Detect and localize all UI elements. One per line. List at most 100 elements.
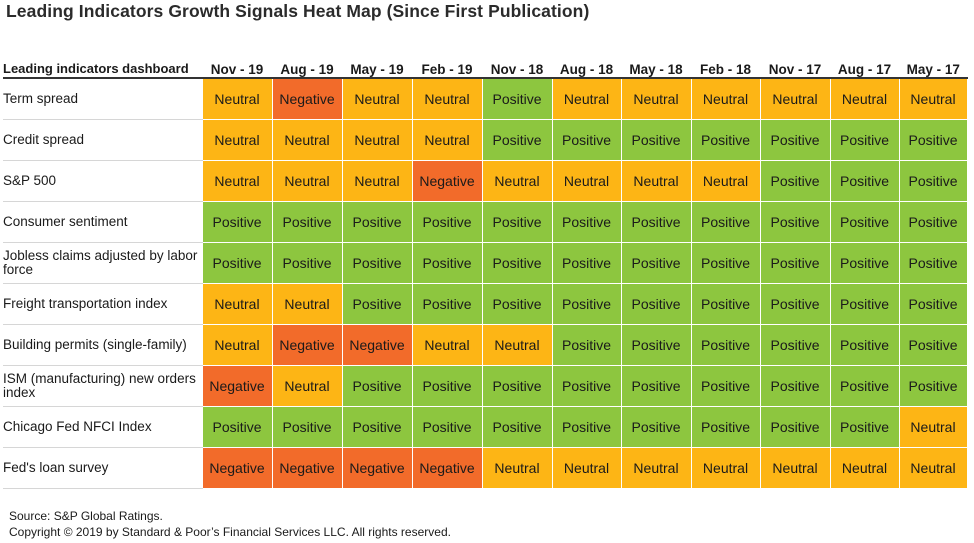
column-header: May - 18	[620, 34, 691, 79]
signal-cell: Neutral	[411, 77, 483, 120]
column-header: Feb - 19	[411, 34, 482, 79]
signal-cell: Positive	[620, 118, 692, 161]
column-header: May - 17	[898, 34, 967, 79]
signal-cell: Neutral	[551, 77, 622, 120]
signal-cell: Positive	[551, 323, 622, 366]
signal-cell: Positive	[481, 405, 553, 448]
signal-cell: Positive	[829, 241, 900, 284]
signal-cell: Neutral	[341, 159, 413, 202]
row-label: Jobless claims adjusted by labor force	[3, 242, 202, 284]
signal-cell: Negative	[271, 323, 343, 366]
signal-cell: Positive	[690, 282, 761, 325]
corner-label: Leading indicators dashboard	[3, 34, 202, 79]
column-header: Aug - 18	[551, 34, 621, 79]
signal-cell: Positive	[829, 282, 900, 325]
signal-cell: Positive	[551, 364, 622, 407]
signal-cell: Neutral	[551, 446, 622, 489]
signal-cell: Neutral	[690, 446, 761, 489]
signal-cell: Neutral	[551, 159, 622, 202]
signal-cell: Neutral	[481, 446, 553, 489]
signal-cell: Neutral	[481, 323, 553, 366]
signal-cell: Positive	[759, 241, 831, 284]
signal-cell: Negative	[201, 364, 273, 407]
signal-cell: Neutral	[341, 77, 413, 120]
table-row: ISM (manufacturing) new orders index Nega…	[3, 364, 968, 407]
column-header: Nov - 17	[759, 34, 830, 79]
signal-cell: Neutral	[690, 77, 761, 120]
signal-cell: Neutral	[690, 159, 761, 202]
signal-cell: Positive	[620, 241, 692, 284]
signal-cell: Positive	[341, 241, 413, 284]
footer: Source: S&P Global Ratings. Copyright © …	[9, 508, 451, 540]
signal-cell: Positive	[411, 282, 483, 325]
column-header: Nov - 18	[481, 34, 552, 79]
signal-cell: Negative	[271, 77, 343, 120]
signal-cell: Positive	[411, 200, 483, 243]
signal-cell: Positive	[620, 323, 692, 366]
signal-cell: Positive	[551, 200, 622, 243]
signal-cell: Neutral	[829, 446, 900, 489]
column-header: May - 19	[341, 34, 412, 79]
signal-cell: Positive	[829, 159, 900, 202]
signal-cell: Positive	[690, 323, 761, 366]
signal-cell: Neutral	[271, 159, 343, 202]
row-label: Term spread	[3, 78, 202, 120]
row-label: Building permits (single-family)	[3, 324, 202, 366]
signal-cell: Positive	[898, 241, 968, 284]
heat-map-body: Term spread Neutral Negative Neutral Neutral…	[3, 77, 968, 489]
signal-cell: Positive	[341, 282, 413, 325]
signal-cell: Positive	[271, 241, 343, 284]
signal-cell: Positive	[829, 200, 900, 243]
signal-cell: Positive	[690, 200, 761, 243]
signal-cell: Neutral	[759, 446, 831, 489]
signal-cell: Negative	[341, 446, 413, 489]
signal-cell: Negative	[271, 446, 343, 489]
signal-cell: Positive	[620, 282, 692, 325]
signal-cell: Neutral	[759, 77, 831, 120]
signal-cell: Positive	[201, 241, 273, 284]
signal-cell: Positive	[690, 364, 761, 407]
signal-cell: Positive	[690, 118, 761, 161]
table-row: Building permits (single-family) Neutral N…	[3, 323, 968, 366]
signal-cell: Positive	[759, 118, 831, 161]
signal-cell: Positive	[759, 364, 831, 407]
signal-cell: Neutral	[201, 118, 273, 161]
signal-cell: Negative	[341, 323, 413, 366]
signal-cell: Positive	[898, 364, 968, 407]
source-note: Source: S&P Global Ratings.	[9, 509, 163, 523]
row-label: Chicago Fed NFCI Index	[3, 406, 202, 448]
signal-cell: Neutral	[271, 364, 343, 407]
row-label: S&P 500	[3, 160, 202, 202]
signal-cell: Positive	[341, 405, 413, 448]
signal-cell: Positive	[759, 405, 831, 448]
signal-cell: Positive	[551, 241, 622, 284]
row-label: Freight transportation index	[3, 283, 202, 325]
signal-cell: Positive	[481, 241, 553, 284]
signal-cell: Positive	[551, 118, 622, 161]
table-row: Credit spread Neutral Neutral Neutral Neutra…	[3, 118, 968, 161]
signal-cell: Neutral	[201, 323, 273, 366]
row-label: Fed's loan survey	[3, 447, 202, 489]
table-row: Consumer sentiment Positive Positive Positi…	[3, 200, 968, 243]
column-header: Nov - 19	[201, 34, 272, 79]
signal-cell: Positive	[759, 282, 831, 325]
signal-cell: Neutral	[620, 159, 692, 202]
signal-cell: Positive	[759, 200, 831, 243]
signal-cell: Positive	[898, 200, 968, 243]
signal-cell: Positive	[829, 364, 900, 407]
signal-cell: Positive	[341, 364, 413, 407]
signal-cell: Neutral	[620, 446, 692, 489]
signal-cell: Neutral	[898, 77, 968, 120]
signal-cell: Positive	[271, 405, 343, 448]
signal-cell: Positive	[829, 323, 900, 366]
signal-cell: Neutral	[271, 282, 343, 325]
signal-cell: Positive	[481, 282, 553, 325]
signal-cell: Positive	[481, 118, 553, 161]
signal-cell: Positive	[481, 77, 553, 120]
signal-cell: Positive	[620, 364, 692, 407]
header-row: Leading indicators dashboard Nov - 19 Aug…	[3, 34, 967, 79]
signal-cell: Positive	[898, 323, 968, 366]
signal-cell: Positive	[411, 241, 483, 284]
signal-cell: Negative	[411, 446, 483, 489]
heat-map-table: Leading indicators dashboard Nov - 19 Aug…	[3, 34, 968, 489]
